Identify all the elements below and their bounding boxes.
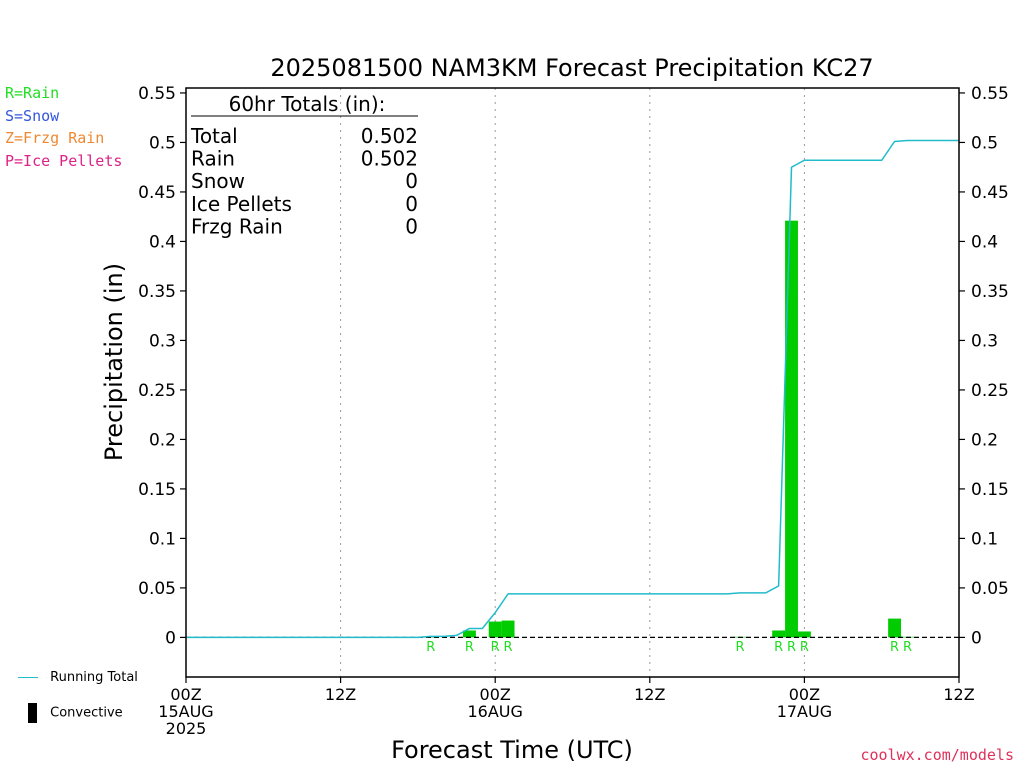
- y-tick-label: 0.5: [149, 133, 176, 153]
- y-tick-label: 0.2: [149, 430, 176, 450]
- convective-label: Convective: [50, 705, 123, 721]
- totals-row-label: Rain: [191, 147, 235, 171]
- y-tick-label: 0: [165, 628, 176, 648]
- x-tick-label: 00Z: [480, 685, 511, 704]
- totals-rows: Total 0.502 Rain 0.502 Snow 0 Ice Pellets 0 Frzg…: [190, 124, 418, 238]
- totals-row-value: 0: [405, 214, 418, 238]
- site-url: coolwx.com/models: [860, 746, 1014, 764]
- x-axis-label: Forecast Time (UTC): [391, 736, 633, 764]
- rain-type-label: R: [465, 640, 474, 655]
- precip-bar: [501, 620, 515, 638]
- rain-type-label: R: [774, 640, 783, 655]
- legend-ice-pellets: P=Ice Pellets: [5, 151, 123, 170]
- y-tick-label: 0.55: [138, 84, 176, 104]
- bar-series: [424, 220, 914, 638]
- y-tick-label: 0.45: [971, 183, 1009, 203]
- legend-convective: Convective: [18, 703, 123, 723]
- totals-row-value: 0: [405, 192, 418, 216]
- y-tick-label: 0: [971, 628, 982, 648]
- grid-lines: [340, 88, 805, 677]
- x-tick-label: 00Z: [789, 685, 820, 704]
- legend-snow: S=Snow: [5, 106, 60, 125]
- plot-frame: [185, 87, 960, 678]
- y-tick-label: 0.2: [971, 430, 998, 450]
- legend-rain: R=Rain: [5, 84, 60, 102]
- y-tick-label: 0.45: [138, 183, 176, 203]
- totals-row-label: Total: [190, 124, 238, 148]
- totals-row-label: Ice Pellets: [191, 192, 292, 216]
- y-tick-label: 0.5: [971, 133, 998, 153]
- precip-type-legend: R=Rain S=Snow Z=Frzg Rain P=Ice Pellets: [5, 82, 122, 172]
- rain-type-label: R: [426, 640, 435, 655]
- running-total-swatch: [18, 677, 38, 678]
- y-tick-label: 0.15: [138, 480, 176, 500]
- totals-row-label: Snow: [191, 169, 245, 193]
- y-tick-label: 0.4: [149, 232, 176, 252]
- rain-type-label: R: [504, 640, 513, 655]
- y-tick-label: 0.35: [138, 282, 176, 302]
- x-tick-label: 00Z: [170, 685, 201, 704]
- totals-row-value: 0.502: [361, 147, 418, 171]
- precip-bar: [772, 630, 786, 638]
- precip-bar: [785, 220, 798, 638]
- right-y-axis: 0 0.05 0.1 0.15 0.2 0.25 0.3 0.35 0.4 0.45 0.5 0.55: [959, 84, 1009, 648]
- legend-running-total: Running Total: [18, 670, 138, 685]
- y-tick-label: 0.25: [138, 381, 176, 401]
- x-tick-label: 12Z: [325, 685, 356, 704]
- rain-type-label: R: [800, 640, 809, 655]
- x-tick-label: 2025: [166, 719, 207, 738]
- convective-swatch: [28, 703, 37, 723]
- y-tick-label: 0.05: [971, 579, 1009, 599]
- y-axis-label: Precipitation (in): [100, 263, 128, 461]
- x-tick-label: 16AUG: [467, 702, 522, 721]
- y-tick-label: 0.55: [971, 84, 1009, 104]
- x-tick-label: 17AUG: [777, 702, 832, 721]
- running-total-line: [186, 139, 959, 639]
- totals-row-label: Frzg Rain: [191, 214, 283, 238]
- y-tick-label: 0.3: [149, 331, 176, 351]
- left-y-axis: 0 0.05 0.1 0.15 0.2 0.25 0.3 0.35 0.4 0.45 0.5 0.55: [138, 84, 186, 648]
- y-tick-label: 0.4: [971, 232, 998, 252]
- chart-title: 2025081500 NAM3KM Forecast Precipitation…: [270, 54, 873, 82]
- y-tick-label: 0.05: [138, 579, 176, 599]
- rain-type-label: R: [735, 640, 744, 655]
- y-tick-label: 0.35: [971, 282, 1009, 302]
- totals-row-value: 0.502: [361, 124, 418, 148]
- totals-box: 60hr Totals (in): Total 0.502 Rain 0.502 Sno…: [190, 92, 418, 238]
- y-tick-label: 0.1: [971, 529, 998, 549]
- legend-freezing-rain: Z=Frzg Rain: [5, 129, 105, 147]
- rain-type-label: R: [491, 640, 500, 655]
- x-tick-label: 12Z: [943, 685, 974, 704]
- y-tick-label: 0.15: [971, 480, 1009, 500]
- totals-header: 60hr Totals (in):: [229, 92, 386, 116]
- y-tick-label: 0.1: [149, 529, 176, 549]
- precip-bar: [488, 621, 502, 638]
- rain-type-label: R: [903, 640, 912, 655]
- rain-type-label: R: [787, 640, 796, 655]
- y-tick-label: 0.25: [971, 381, 1009, 401]
- precip-bar: [797, 631, 811, 638]
- totals-row-value: 0: [405, 169, 418, 193]
- rain-type-label: R: [890, 640, 899, 655]
- precip-bar: [888, 618, 902, 638]
- running-total-label: Running Total: [50, 670, 138, 685]
- x-tick-label: 15AUG: [158, 702, 213, 721]
- y-tick-label: 0.3: [971, 331, 998, 351]
- precip-bar: [462, 630, 476, 638]
- x-tick-label: 12Z: [634, 685, 665, 704]
